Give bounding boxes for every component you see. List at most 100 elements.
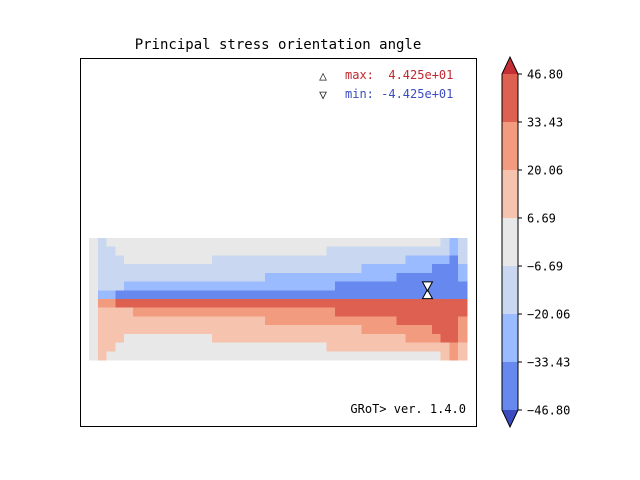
heatmap-cell	[423, 307, 433, 317]
heatmap-cell	[423, 238, 433, 248]
heatmap-cell	[238, 307, 248, 317]
heatmap-cell	[132, 316, 143, 326]
heatmap-cell	[150, 307, 160, 317]
heatmap-cell	[335, 307, 345, 317]
heatmap-cell	[291, 342, 301, 352]
heatmap-cell	[335, 290, 345, 300]
heatmap-cell	[343, 264, 354, 274]
heatmap-cell	[449, 246, 459, 256]
heatmap-cell	[203, 333, 213, 343]
heatmap-cell	[291, 316, 301, 326]
heatmap-cell	[361, 246, 371, 256]
heatmap-cell	[361, 255, 371, 265]
heatmap-cell	[159, 255, 169, 265]
heatmap-cell	[414, 307, 424, 317]
heatmap-cell	[379, 264, 389, 274]
heatmap-cell	[115, 255, 125, 265]
heatmap-cell	[282, 264, 292, 274]
heatmap-cell	[176, 351, 187, 361]
heatmap-cell	[440, 255, 450, 265]
heatmap-cell	[106, 333, 116, 343]
heatmap-cell	[414, 272, 424, 282]
heatmap-cell	[387, 264, 398, 274]
heatmap-cell	[89, 325, 99, 335]
heatmap-cell	[150, 264, 160, 274]
heatmap-cell	[106, 299, 116, 309]
heatmap-cell	[124, 342, 134, 352]
heatmap-cell	[291, 351, 301, 361]
heatmap-cell	[326, 351, 336, 361]
heatmap-cell	[335, 255, 345, 265]
heatmap-cell	[159, 307, 169, 317]
heatmap-cell	[343, 272, 354, 282]
heatmap-cell	[89, 290, 99, 300]
heatmap-cell	[379, 255, 389, 265]
heatmap-cell	[317, 272, 327, 282]
heatmap-cell	[352, 264, 362, 274]
heatmap-cell	[106, 272, 116, 282]
heatmap-cell	[291, 272, 301, 282]
min-location-marker	[421, 281, 434, 292]
heatmap-cell	[273, 299, 283, 309]
heatmap-cell	[387, 299, 398, 309]
heatmap-cell	[317, 316, 327, 326]
heatmap-cell	[414, 255, 424, 265]
heatmap-cell	[282, 325, 292, 335]
heatmap-cell	[124, 238, 134, 248]
heatmap-cell	[343, 316, 354, 326]
heatmap-cell	[449, 238, 459, 248]
heatmap-cell	[159, 264, 169, 274]
heatmap-cell	[168, 316, 178, 326]
heatmap-cell	[343, 342, 354, 352]
heatmap-cell	[264, 264, 274, 274]
heatmap-cell	[326, 342, 336, 352]
heatmap-cell	[458, 342, 468, 352]
heatmap-cell	[458, 333, 468, 343]
heatmap-cell	[387, 255, 398, 265]
heatmap-cell	[141, 342, 151, 352]
heatmap-cell	[115, 272, 125, 282]
heatmap-cell	[256, 246, 266, 256]
heatmap-cell	[361, 333, 371, 343]
heatmap-cell	[150, 351, 160, 361]
heatmap-cell	[335, 351, 345, 361]
heatmap-cell	[282, 238, 292, 248]
heatmap-cell	[220, 325, 231, 335]
heatmap-cell	[141, 333, 151, 343]
heatmap-cell	[352, 307, 362, 317]
heatmap-cell	[299, 307, 310, 317]
heatmap-cell	[414, 316, 424, 326]
heatmap-cell	[458, 246, 468, 256]
heatmap-cell	[440, 272, 450, 282]
heatmap-cell	[273, 246, 283, 256]
heatmap-cell	[299, 325, 310, 335]
heatmap-cell	[203, 351, 213, 361]
heatmap-cell	[194, 246, 204, 256]
heatmap-cell	[379, 290, 389, 300]
heatmap-cell	[352, 316, 362, 326]
heatmap-cell	[431, 342, 442, 352]
heatmap-cell	[458, 255, 468, 265]
heatmap-cell	[194, 238, 204, 248]
heatmap-cell	[317, 351, 327, 361]
heatmap-cell	[247, 246, 257, 256]
heatmap-cell	[282, 316, 292, 326]
heatmap-cell	[414, 290, 424, 300]
heatmap-cell	[176, 307, 187, 317]
heatmap-cell	[379, 342, 389, 352]
heatmap-cell	[282, 255, 292, 265]
heatmap-cell	[440, 246, 450, 256]
heatmap-cell	[396, 272, 406, 282]
heatmap-cell	[343, 307, 354, 317]
heatmap-cell	[220, 255, 231, 265]
heatmap-cell	[132, 307, 143, 317]
heatmap-cell	[405, 307, 415, 317]
heatmap-cell	[97, 333, 107, 343]
heatmap-cell	[273, 255, 283, 265]
heatmap-cell	[89, 272, 99, 282]
heatmap-cell	[423, 255, 433, 265]
heatmap-cell	[440, 351, 450, 361]
colorbar-tick-label: 46.80	[527, 68, 563, 82]
heatmap-cell	[326, 246, 336, 256]
heatmap-cell	[256, 238, 266, 248]
